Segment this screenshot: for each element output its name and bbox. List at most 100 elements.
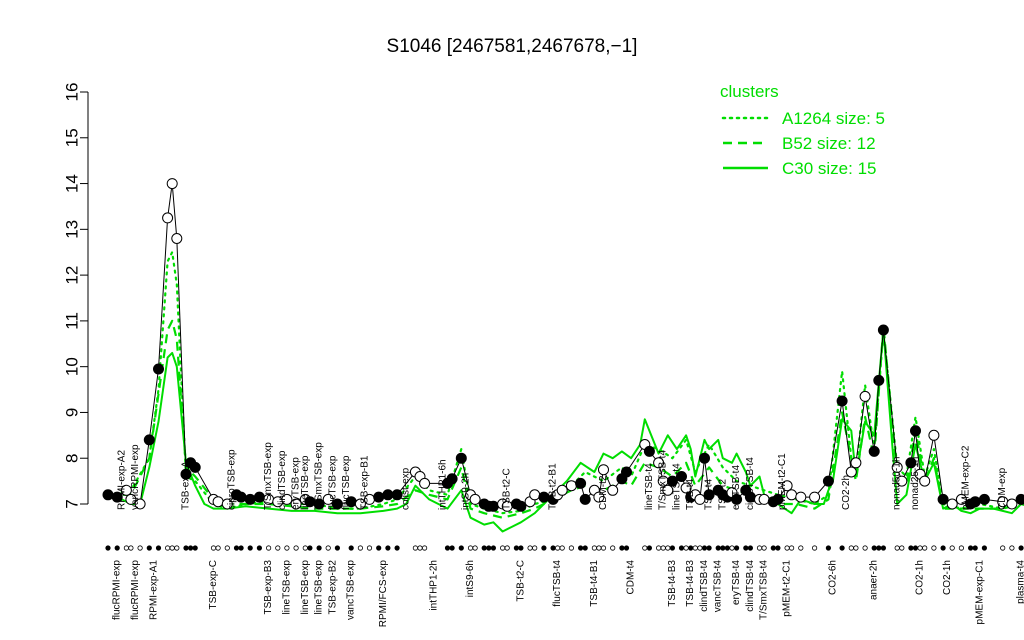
gene-point <box>836 395 848 407</box>
rug-marker <box>949 545 955 551</box>
gene-point <box>946 498 958 510</box>
rug-marker <box>922 545 928 551</box>
gene-point <box>331 498 343 510</box>
bottom-sample-label: CDM-t4 <box>626 560 637 595</box>
bottom-sample-label: pMEM-exp-C1 <box>974 560 985 625</box>
rug-marker <box>871 545 877 551</box>
gene-point <box>680 482 692 494</box>
bottom-sample-label: flucTSB-t4 <box>552 560 563 607</box>
gene-point <box>171 233 183 244</box>
rug-marker <box>577 545 584 551</box>
gene-point <box>382 489 394 501</box>
rug-marker <box>729 545 735 551</box>
gene-point <box>877 324 889 336</box>
rug-marker <box>940 545 946 551</box>
gene-point <box>153 363 164 375</box>
rug-marker <box>706 545 712 551</box>
rug-marker <box>348 545 354 551</box>
rug-marker <box>715 545 721 551</box>
gene-point <box>455 452 467 464</box>
bottom-sample-label: flucRPMI-exp <box>130 560 141 620</box>
bottom-sample-label: TSB-exp-B3 <box>263 560 274 615</box>
rug-marker <box>275 545 281 551</box>
rug-marker <box>1018 545 1024 551</box>
sample-rug <box>105 545 1024 551</box>
bottom-sample-label: vancTSB-exp <box>346 560 357 620</box>
cluster-line-dashed <box>108 319 1024 519</box>
rug-marker <box>114 545 120 551</box>
bottom-sample-label: vancTSB-t4 <box>713 560 724 613</box>
gene-point <box>575 477 587 489</box>
top-sample-label: vancRPMI-exp <box>130 444 141 510</box>
top-sample-label: RPMI-exp-A2 <box>116 450 127 510</box>
gene-point <box>607 484 619 496</box>
y-tick-label: 7 <box>63 499 82 508</box>
top-sample-label: CO2-2h <box>841 475 852 510</box>
top-sample-label: T/SmxTSB-exp <box>314 442 325 510</box>
gene-point <box>593 491 605 503</box>
gene-point <box>102 489 114 501</box>
gene-point <box>910 425 921 437</box>
rug-marker <box>596 545 602 551</box>
rug-marker <box>747 545 754 551</box>
gene-point <box>955 493 967 505</box>
gene-point <box>731 493 743 505</box>
y-tick-label: 14 <box>63 174 82 193</box>
rug-marker <box>610 545 616 551</box>
y-tick-label: 10 <box>63 357 82 376</box>
rug-marker <box>811 545 818 551</box>
gene-point <box>850 457 862 469</box>
rug-marker <box>1000 545 1006 551</box>
rug-marker <box>683 545 689 551</box>
rug-marker <box>394 545 400 551</box>
rug-marker <box>761 545 767 551</box>
rug-marker <box>532 545 538 551</box>
bottom-sample-label: clindTSB-t4 <box>745 560 756 612</box>
rug-marker <box>600 545 607 551</box>
gene-point <box>189 461 201 473</box>
rug-marker <box>784 545 790 551</box>
bottom-sample-label: clindTSB-t4 <box>699 560 710 612</box>
gene-point <box>905 457 917 469</box>
top-sample-label: nonad25-1h <box>910 457 921 510</box>
rug-marker <box>660 545 666 551</box>
gene-point <box>598 464 609 476</box>
bottom-sample-label: CO2-1h <box>942 560 953 595</box>
y-tick-label: 16 <box>63 83 82 102</box>
rug-marker <box>146 545 152 551</box>
rug-marker <box>307 545 313 551</box>
top-sample-label: eryTSB-exp <box>291 457 302 510</box>
rug-marker <box>183 545 189 551</box>
top-sample-label: TSB-t2 <box>717 478 728 510</box>
top-sample-label: TSB-t2-B1 <box>548 463 559 510</box>
rug-marker <box>646 545 653 551</box>
rug-marker <box>642 545 648 551</box>
bottom-sample-label: intS9-6h <box>465 560 476 597</box>
gene-point <box>873 374 885 386</box>
rug-marker <box>931 545 937 551</box>
rug-marker <box>756 545 763 551</box>
rug-marker <box>233 545 240 551</box>
bottom-sample-label: TSB-t4-B3 <box>685 560 696 607</box>
bottom-sample-labels: flucRPMI-exp flucRPMI-exp RPMI-exp-A1 TSB-e… <box>112 560 1024 628</box>
top-sample-label: CDM-t2 <box>598 475 609 510</box>
rug-marker <box>499 545 506 551</box>
rug-marker <box>467 545 474 551</box>
rug-marker <box>105 545 111 551</box>
gene-point <box>772 493 784 505</box>
gene-point <box>795 491 807 503</box>
rug-marker <box>665 545 671 551</box>
gene-point <box>235 491 247 503</box>
top-sample-label: lineTSB-t4 <box>644 463 655 510</box>
bottom-sample-label: CO2-6h <box>827 560 838 595</box>
top-sample-label: ciproTSB-t4 <box>745 457 756 510</box>
gene-point <box>822 475 834 487</box>
rug-marker <box>513 545 520 551</box>
bottom-sample-label: anaer-2h <box>869 560 880 600</box>
legend: clusters A1264 size: 5 B52 size: 12 C30 si… <box>720 82 885 178</box>
rug-marker <box>591 545 598 551</box>
rug-marker <box>1009 545 1015 551</box>
top-sample-label: intTHP1-6h <box>437 459 448 510</box>
rug-marker <box>655 545 662 551</box>
rug-marker <box>798 545 804 551</box>
